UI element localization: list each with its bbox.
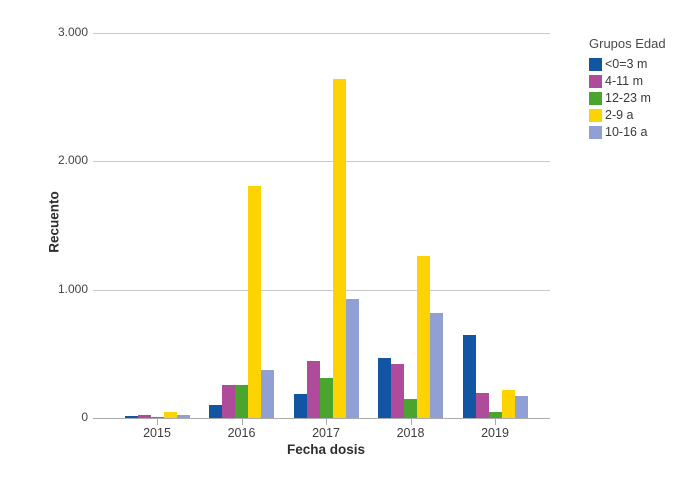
bar (163, 412, 177, 418)
bar (488, 411, 502, 418)
gridline (93, 33, 550, 34)
plot-area (93, 33, 550, 419)
bar (391, 364, 404, 418)
x-axis-line (93, 418, 550, 419)
legend-swatch-icon (589, 75, 602, 88)
legend-item: <0=3 m (589, 58, 666, 71)
bar (209, 404, 222, 418)
bar (430, 313, 443, 418)
legend-item-label: 2-9 a (605, 108, 634, 122)
bar (150, 416, 164, 418)
legend-swatch-icon (589, 92, 602, 105)
bar (261, 369, 274, 418)
y-tick-label: 2.000 (57, 153, 88, 168)
x-tick-mark (495, 419, 496, 425)
x-axis-title: Fecha dosis (286, 442, 366, 457)
legend-item: 12-23 m (589, 92, 666, 105)
legend-swatch-icon (589, 109, 602, 122)
bar (176, 415, 190, 418)
bar (378, 357, 391, 418)
legend-item-label: 4-11 m (605, 74, 643, 88)
legend-item: 2-9 a (589, 109, 666, 122)
gridline (93, 161, 550, 163)
gridline (93, 289, 550, 291)
bar (293, 393, 307, 418)
bar (475, 392, 489, 418)
x-tick-label: 2017 (312, 426, 340, 440)
legend-item: 4-11 m (589, 75, 666, 88)
x-tick-mark (326, 419, 327, 425)
bar (306, 360, 320, 418)
y-tick-label: 0 (81, 410, 88, 424)
x-tick-label: 2019 (481, 426, 509, 440)
legend-item: 10-16 a (589, 126, 666, 139)
bar (137, 414, 151, 418)
legend-swatch-icon (589, 58, 602, 71)
bar (124, 416, 138, 418)
bar (332, 79, 346, 418)
y-tick-label: 3.000 (57, 25, 88, 39)
x-tick-mark (157, 419, 158, 425)
legend-item-label: 12-23 m (605, 91, 651, 105)
bar (501, 389, 515, 418)
bar (248, 186, 261, 418)
legend-item-label: <0=3 m (605, 57, 648, 71)
x-tick-label: 2016 (227, 426, 256, 440)
bar (404, 398, 417, 418)
bar (319, 378, 333, 418)
y-axis-title: Recuento (46, 191, 62, 253)
bar (514, 395, 528, 418)
x-tick-mark (410, 419, 412, 425)
bar (235, 385, 248, 418)
legend-swatch-icon (589, 126, 602, 139)
legend-title: Grupos Edad (589, 36, 666, 51)
x-tick-mark (241, 419, 243, 425)
legend-item-label: 10-16 a (605, 125, 648, 139)
x-tick-label: 2015 (143, 426, 171, 440)
bar (222, 384, 235, 418)
bar (345, 298, 359, 418)
bar (417, 256, 430, 418)
legend-items: <0=3 m 4-11 m 12-23 m 2-9 a 10-16 a (589, 58, 666, 139)
legend: Grupos Edad <0=3 m 4-11 m 12-23 m 2-9 a 10-1… (589, 36, 666, 143)
bar (462, 335, 476, 418)
y-tick-label: 1.000 (57, 281, 88, 296)
x-tick-label: 2018 (396, 426, 425, 440)
